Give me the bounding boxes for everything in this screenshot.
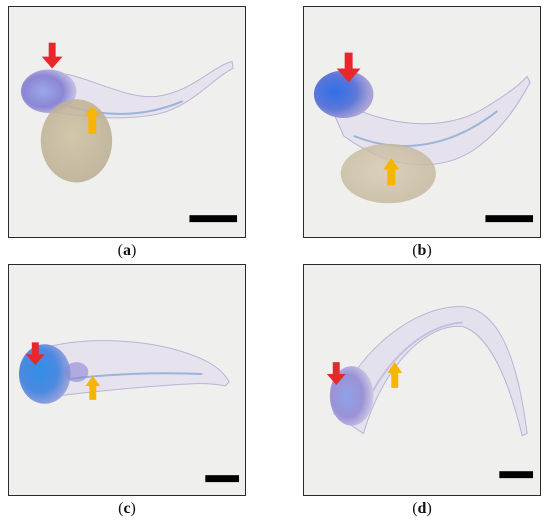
red-arrow-icon xyxy=(25,342,45,366)
yolk-sac xyxy=(40,99,113,183)
red-arrow-icon xyxy=(326,362,346,385)
embryo-head xyxy=(313,70,374,119)
red-arrow-icon xyxy=(336,52,361,83)
scale-bar xyxy=(499,471,534,479)
yellow-arrow-icon xyxy=(85,376,101,400)
background xyxy=(9,7,245,237)
caption-a: (a) xyxy=(117,242,137,259)
embryo-image-b xyxy=(304,7,540,237)
red-arrow-icon xyxy=(41,42,63,69)
embryo-head xyxy=(329,366,374,426)
panel-c-image xyxy=(8,264,246,496)
eye-region xyxy=(64,362,89,382)
caption-d: (d) xyxy=(412,500,432,517)
embryo-head xyxy=(18,344,71,404)
panel-a-image xyxy=(8,6,246,238)
caption-c: (c) xyxy=(118,500,136,517)
notochord xyxy=(353,110,498,147)
yellow-arrow-icon xyxy=(387,362,403,388)
yellow-arrow-icon xyxy=(84,106,101,134)
embryo-image-d xyxy=(304,265,540,495)
scale-bar xyxy=(189,215,238,223)
embryo-head xyxy=(20,69,77,114)
embryo-image-c xyxy=(9,265,245,495)
scale-bar xyxy=(485,215,534,223)
panel-d-image xyxy=(303,264,541,496)
embryo-image-a xyxy=(9,7,245,237)
yellow-arrow-icon xyxy=(383,157,400,186)
panel-b-image xyxy=(303,6,541,238)
scale-bar xyxy=(205,475,240,483)
caption-b: (b) xyxy=(412,242,432,259)
embryo-body xyxy=(38,340,230,400)
